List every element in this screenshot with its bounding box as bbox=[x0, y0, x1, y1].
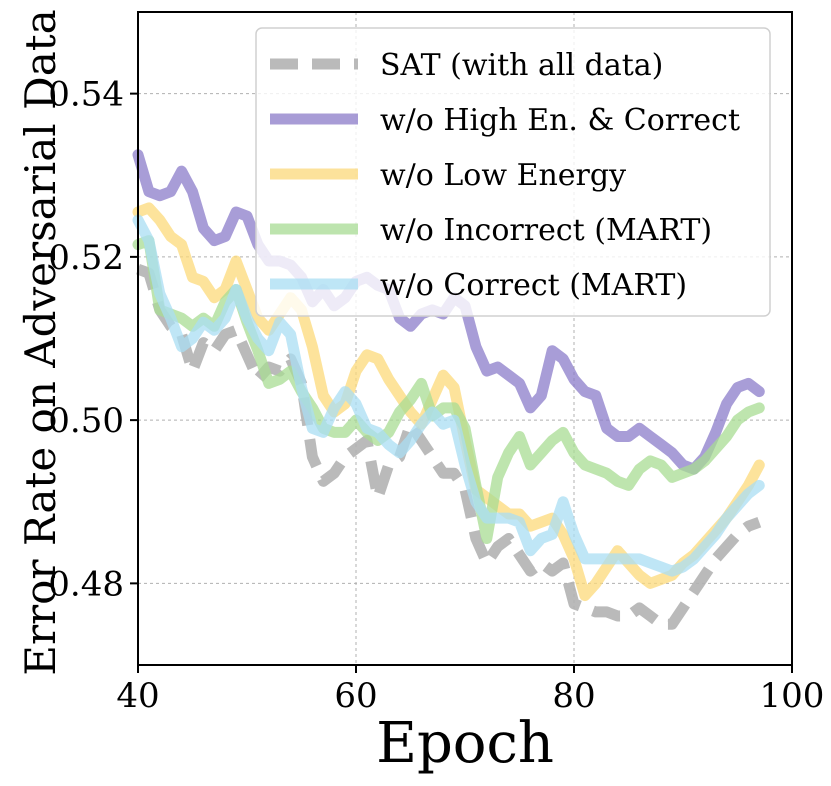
legend-box bbox=[255, 27, 771, 317]
x-tick-label: 80 bbox=[552, 676, 595, 716]
x-axis-label: Epoch bbox=[376, 711, 554, 776]
series-line-4 bbox=[132, 214, 765, 577]
series-line-0 bbox=[136, 263, 762, 630]
x-tick-label: 100 bbox=[760, 676, 825, 716]
axis-ticks: 40 60 80 100 0.48 0.50 0.52 0.54 bbox=[48, 75, 824, 716]
series-line-2 bbox=[132, 202, 765, 602]
y-tick-label: 0.54 bbox=[48, 75, 124, 115]
y-tick-label: 0.50 bbox=[48, 401, 124, 441]
y-tick-label: 0.48 bbox=[48, 564, 124, 604]
x-tick-label: 40 bbox=[116, 676, 159, 716]
x-tick-label: 60 bbox=[334, 676, 377, 716]
legend-label-4: w/o Correct (MART) bbox=[380, 268, 687, 303]
y-tick-label: 0.52 bbox=[48, 238, 124, 278]
legend-label-2: w/o Low Energy bbox=[380, 158, 626, 193]
y-axis-label: Error Rate on Adversarial Data bbox=[16, 9, 65, 675]
legend: SAT (with all data) w/o High En. & Correc… bbox=[255, 27, 771, 317]
legend-label-3: w/o Incorrect (MART) bbox=[380, 213, 712, 248]
plot-frame bbox=[137, 11, 793, 666]
legend-label-1: w/o High En. & Correct bbox=[380, 103, 740, 138]
legend-label-0: SAT (with all data) bbox=[380, 48, 663, 83]
